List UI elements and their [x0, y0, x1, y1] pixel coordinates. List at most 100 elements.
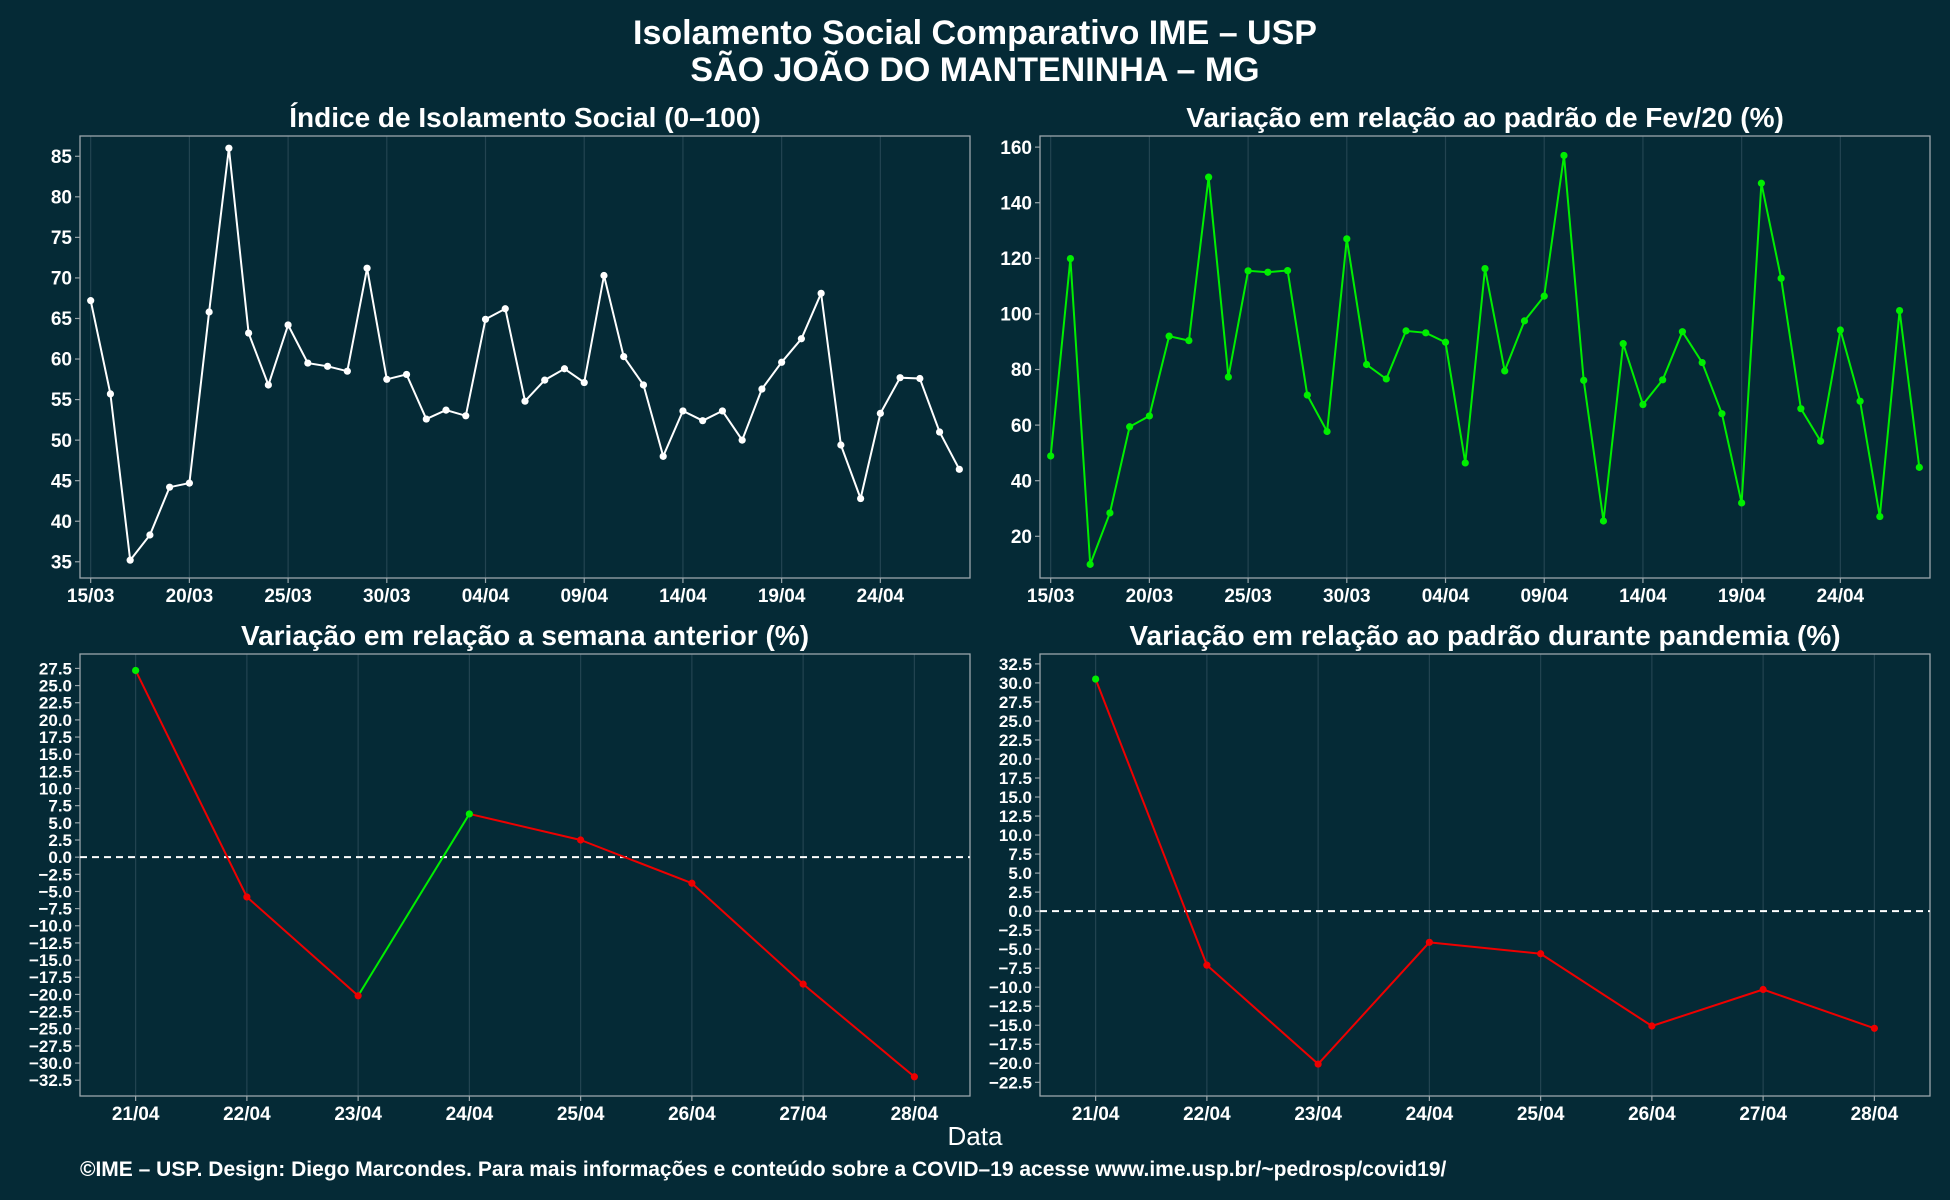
data-point: [465, 810, 473, 818]
data-point: [146, 531, 154, 539]
y-tick-label: 22.5: [999, 731, 1032, 750]
data-point: [1461, 459, 1469, 467]
data-point: [1599, 517, 1608, 525]
y-tick-label: 35: [51, 552, 73, 573]
y-tick-label: 20: [1011, 527, 1032, 548]
data-point: [383, 375, 391, 383]
y-tick-label: −12.5: [29, 934, 72, 953]
data-point: [910, 1073, 918, 1081]
y-tick-label: −22.5: [989, 1073, 1032, 1092]
y-tick-label: −32.5: [29, 1071, 72, 1090]
data-point: [1836, 326, 1844, 334]
y-tick-label: 7.5: [48, 797, 72, 816]
data-point: [243, 893, 251, 901]
y-tick-label: −12.5: [989, 997, 1032, 1016]
y-tick-label: 60: [51, 350, 72, 371]
y-tick-label: 85: [51, 147, 73, 168]
data-point: [1580, 376, 1588, 384]
chart-panel-3: −32.5−30.0−27.5−25.0−22.5−20.0−17.5−15.0…: [29, 653, 971, 1125]
x-tick-label: 14/04: [1619, 586, 1667, 607]
data-point: [1244, 267, 1252, 275]
y-tick-label: 12.5: [999, 807, 1032, 826]
x-tick-label: 30/03: [1323, 586, 1371, 607]
y-tick-label: −5.0: [998, 940, 1032, 959]
y-tick-label: 15.0: [999, 788, 1032, 807]
x-tick-label: 24/04: [1406, 1104, 1454, 1125]
data-point: [659, 452, 667, 460]
data-point: [1718, 410, 1726, 418]
y-tick-label: 22.5: [39, 694, 72, 713]
x-tick-label: 26/04: [668, 1104, 716, 1125]
data-point: [1501, 367, 1509, 375]
y-tick-label: 60: [1011, 416, 1032, 437]
x-tick-label: 09/04: [560, 586, 608, 607]
data-point: [758, 385, 766, 393]
x-tick-label: 28/04: [891, 1104, 939, 1125]
y-tick-label: −22.5: [29, 1003, 72, 1022]
y-tick-label: 20.0: [999, 750, 1032, 769]
data-point: [688, 879, 696, 887]
data-point: [1362, 360, 1371, 369]
data-point: [639, 381, 648, 389]
y-tick-label: 45: [51, 471, 73, 492]
data-point: [462, 412, 470, 420]
x-tick-label: 28/04: [1851, 1104, 1899, 1125]
y-tick-label: −30.0: [29, 1054, 72, 1073]
data-point: [481, 315, 490, 323]
y-tick-label: −7.5: [998, 959, 1032, 978]
data-point: [87, 297, 95, 305]
data-point: [1537, 950, 1545, 958]
y-tick-label: 5.0: [48, 814, 72, 833]
data-point: [1648, 1022, 1656, 1030]
data-point: [442, 406, 450, 414]
data-point: [699, 417, 707, 425]
data-point: [1422, 329, 1430, 337]
y-tick-label: 80: [51, 187, 72, 208]
y-tick-label: −25.0: [29, 1020, 72, 1039]
data-point: [1314, 1060, 1322, 1068]
series-segment: [1762, 988, 1875, 1030]
data-point: [402, 370, 411, 379]
data-point: [1777, 274, 1785, 282]
panel-title-pandemic-variation: Variação em relação ao padrão durante pa…: [1129, 620, 1841, 651]
y-tick-label: −27.5: [29, 1037, 72, 1056]
data-point: [817, 289, 825, 297]
chart-panel-1: 35 40 45 50 55 60 65 70 75 80 85 15/03 20/03 25/03 30/…: [51, 135, 971, 607]
series-segment: [802, 983, 916, 1078]
data-point: [166, 483, 174, 491]
y-tick-label: 65: [51, 309, 73, 330]
series-segment: [1206, 964, 1319, 1065]
data-point: [560, 365, 569, 373]
y-tick-label: 140: [1000, 193, 1032, 214]
series-segment: [691, 882, 804, 985]
data-point: [916, 374, 924, 383]
y-tick-label: −5.0: [38, 882, 72, 901]
data-point: [1698, 358, 1706, 367]
data-point: [284, 321, 292, 329]
data-point: [1303, 391, 1311, 399]
y-tick-label: 27.5: [39, 659, 72, 678]
series-segment: [1540, 952, 1653, 1027]
x-tick-label: 30/03: [363, 586, 411, 607]
x-tick-label: 19/04: [1718, 586, 1766, 607]
y-tick-label: 0.0: [48, 848, 72, 867]
data-point: [521, 397, 529, 405]
y-tick-label: 2.5: [1008, 883, 1032, 902]
y-tick-label: 80: [1011, 360, 1032, 381]
data-point: [1382, 375, 1390, 383]
y-tick-label: −17.5: [29, 968, 72, 987]
series-segment: [1317, 941, 1431, 1065]
y-tick-label: −10.0: [989, 978, 1032, 997]
data-point: [501, 305, 509, 313]
chart-panel-2: 20 40 60 80 100 120 140 160 15/03 20/03 25/03 30/03…: [1000, 135, 1931, 607]
x-tick-label: 25/03: [264, 586, 312, 607]
y-tick-label: 50: [51, 431, 72, 452]
data-point: [1915, 463, 1923, 471]
y-tick-label: 25.0: [999, 712, 1032, 731]
y-tick-label: 10.0: [39, 779, 72, 798]
x-tick-label: 15/03: [1027, 586, 1075, 607]
data-point: [600, 271, 608, 280]
y-tick-label: −7.5: [38, 900, 72, 919]
y-tick-label: 27.5: [999, 693, 1032, 712]
data-point: [679, 407, 687, 415]
